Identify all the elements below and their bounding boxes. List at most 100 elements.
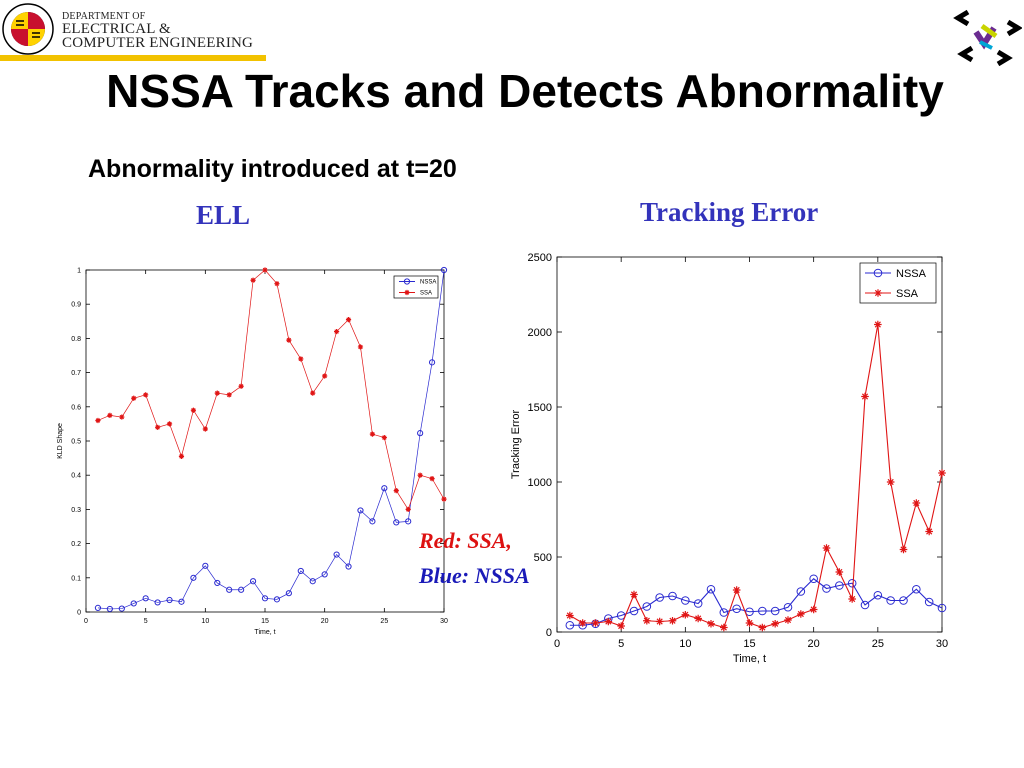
data-point-nssa <box>758 606 767 616</box>
data-point-ssa <box>238 383 244 389</box>
data-point-ssa <box>668 616 677 625</box>
data-point-nssa <box>297 567 304 575</box>
data-point-nssa <box>668 591 677 601</box>
data-point-nssa <box>369 518 376 525</box>
x-tick-label: 20 <box>808 638 820 650</box>
data-point-nssa <box>345 563 352 570</box>
data-point-ssa <box>274 281 280 287</box>
data-point-nssa <box>130 600 137 607</box>
annotation-blue-nssa: Blue: NSSA <box>419 563 530 588</box>
data-point-nssa <box>273 596 281 603</box>
slide-subtitle: Abnormality introduced at t=20 <box>88 155 457 183</box>
data-point-ssa <box>771 619 779 628</box>
data-point-nssa <box>357 507 364 514</box>
data-point-ssa <box>578 619 587 627</box>
data-point-ssa <box>643 616 651 625</box>
data-point-ssa <box>107 412 113 418</box>
legend-marker <box>404 289 410 296</box>
data-point-ssa <box>214 390 220 396</box>
data-point-nssa <box>238 586 245 593</box>
department-line-3: COMPUTER ENGINEERING <box>62 35 254 51</box>
data-point-ssa <box>429 476 435 482</box>
data-point-ssa <box>848 595 856 603</box>
y-tick-label: 0.6 <box>71 404 81 411</box>
data-point-nssa <box>924 597 934 607</box>
x-tick-label: 20 <box>321 618 329 625</box>
data-point-ssa <box>393 487 399 494</box>
ell-plot-label: ELL <box>196 200 251 230</box>
y-tick-label: 0.8 <box>71 336 81 343</box>
y-axis-label: Tracking Error <box>510 410 522 480</box>
legend-label-nssa: NSSA <box>420 280 436 286</box>
data-point-ssa <box>286 337 292 343</box>
series-line-ssa <box>97 269 445 511</box>
x-axis-label: Time, t <box>733 653 766 665</box>
data-point-ssa <box>381 434 387 441</box>
data-point-ssa <box>226 392 232 398</box>
data-point-nssa <box>202 562 209 569</box>
legend-label-nssa: NSSA <box>896 268 927 280</box>
data-point-ssa <box>310 390 316 396</box>
data-point-ssa <box>357 344 364 350</box>
data-point-ssa <box>938 469 946 477</box>
data-point-nssa <box>899 596 908 605</box>
data-point-ssa <box>262 267 268 273</box>
data-point-ssa <box>835 568 844 576</box>
plot-frame <box>556 256 943 633</box>
series-line-nssa <box>569 578 943 626</box>
data-point-ssa <box>119 414 125 420</box>
data-point-nssa <box>835 581 844 590</box>
legend-label-ssa: SSA <box>420 291 432 297</box>
legend-marker <box>873 268 883 278</box>
x-tick-label: 25 <box>872 638 884 650</box>
data-point-ssa <box>655 617 664 626</box>
data-point-ssa <box>190 407 196 413</box>
data-point-nssa <box>226 586 233 593</box>
data-point-ssa <box>566 611 574 620</box>
data-point-ssa <box>604 617 613 626</box>
data-point-nssa <box>783 602 793 612</box>
data-point-nssa <box>796 587 806 596</box>
tracking-error-chart: 0 5 10 15 20 25 30 0 500 1000 1500 2000 2500 Time, t T… <box>510 252 948 665</box>
data-point-ssa <box>707 619 715 628</box>
data-point-nssa <box>94 604 102 611</box>
data-point-nssa <box>321 571 328 578</box>
logo-underline <box>0 55 266 61</box>
data-point-ssa <box>334 328 340 335</box>
data-point-nssa <box>428 359 436 366</box>
data-point-ssa <box>617 622 625 630</box>
y-tick-label: 0.2 <box>71 541 81 548</box>
department-line-2: ELECTRICAL & <box>62 21 171 37</box>
legend-marker <box>874 289 882 297</box>
x-tick-label: 5 <box>144 618 148 625</box>
data-point-ssa <box>131 395 137 401</box>
y-tick-label: 1500 <box>528 402 552 414</box>
y-tick-label: 0.7 <box>71 370 81 377</box>
data-point-ssa <box>178 453 185 459</box>
data-point-nssa <box>732 604 741 614</box>
data-point-nssa <box>381 485 388 492</box>
data-point-ssa <box>912 499 921 507</box>
x-axis-label: Time, t <box>254 629 275 636</box>
data-point-ssa <box>166 421 173 427</box>
data-point-ssa <box>732 586 741 594</box>
x-tick-label: 0 <box>84 618 88 625</box>
y-tick-label: 2000 <box>528 327 552 339</box>
kld-shape-chart: 0 5 10 15 20 25 30 0 0.1 0.2 0.3 0.4 0.5 0.6 0.7 0.8 0.9… <box>57 266 448 636</box>
data-point-nssa <box>860 600 870 610</box>
series-line-ssa <box>569 324 943 629</box>
data-point-nssa <box>822 584 831 593</box>
x-tick-label: 25 <box>380 618 388 625</box>
y-tick-label: 1 <box>77 267 81 274</box>
legend-box <box>859 262 937 304</box>
y-axis-label: KLD Shape <box>57 423 64 459</box>
data-point-ssa <box>630 590 638 599</box>
series-line-nssa <box>97 269 445 610</box>
data-point-ssa <box>694 614 702 623</box>
data-point-ssa <box>784 616 792 624</box>
data-point-ssa <box>417 472 423 478</box>
data-point-nssa <box>249 578 257 585</box>
data-point-nssa <box>693 599 703 608</box>
slide-title: NSSA Tracks and Detects Abnormality <box>106 65 944 117</box>
data-point-ssa <box>758 623 767 632</box>
